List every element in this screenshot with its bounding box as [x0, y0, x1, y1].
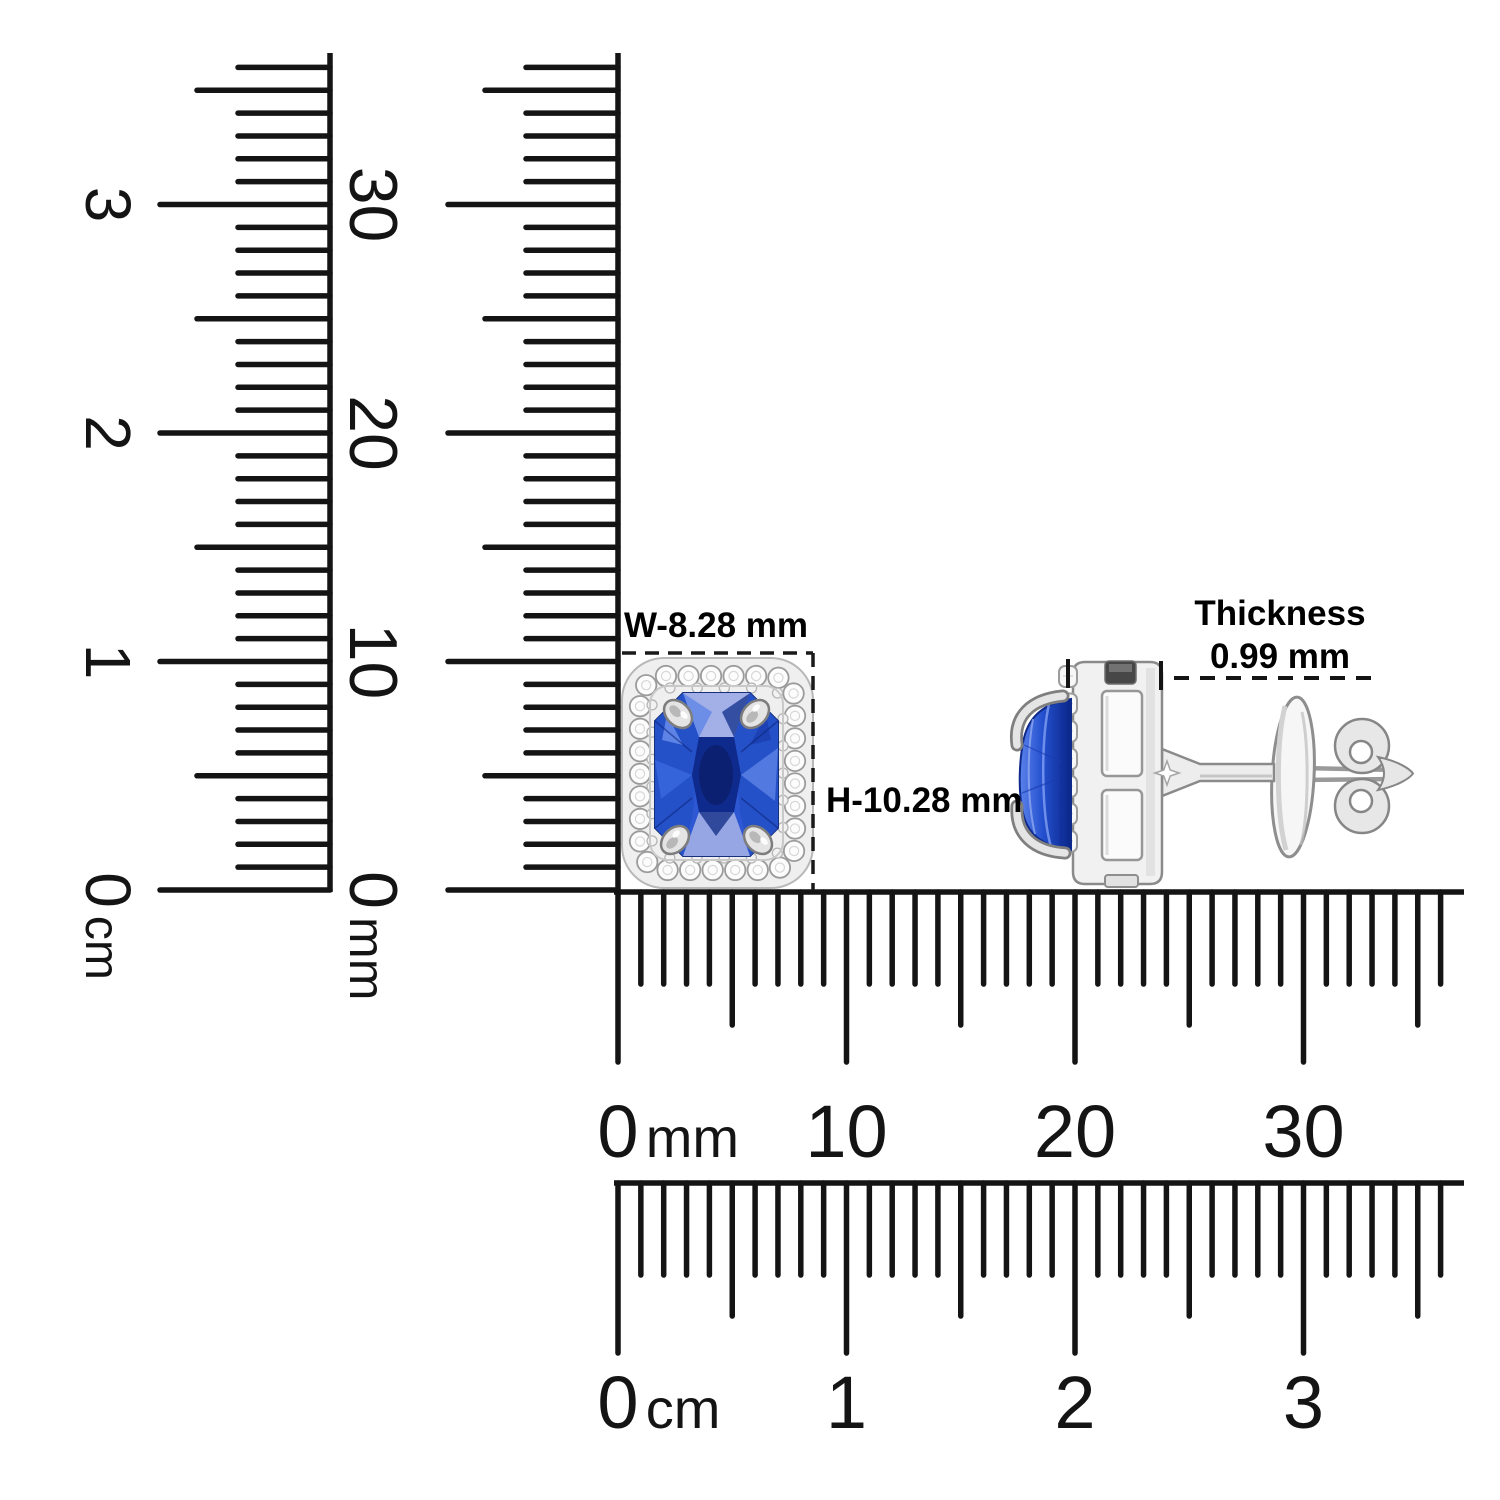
svg-text:0: 0	[72, 872, 144, 908]
svg-text:1: 1	[826, 1361, 867, 1444]
sparkle-icon	[1152, 758, 1182, 788]
vertical-cm-ruler: 0 1 2 3 cm	[72, 53, 333, 980]
svg-text:20: 20	[335, 395, 411, 471]
prong-top-left	[662, 698, 694, 730]
stone-seat	[649, 685, 784, 861]
prong-bottom-left	[659, 824, 691, 856]
center-stone	[654, 692, 779, 857]
svg-text:2: 2	[72, 415, 144, 451]
stone-facet-lines	[654, 720, 779, 829]
back-disc	[1270, 695, 1316, 859]
svg-text:20: 20	[1034, 1090, 1116, 1173]
prongs	[659, 698, 774, 856]
height-label: H-10.28 mm	[826, 781, 1022, 820]
svg-text:3: 3	[72, 187, 144, 223]
svg-text:30: 30	[335, 167, 411, 243]
svg-text:10: 10	[335, 624, 411, 700]
svg-text:1: 1	[72, 644, 144, 680]
basket-cutout-lower	[1100, 788, 1144, 862]
horizontal-cm-ruler: 0 1 2 3 cm	[597, 1180, 1464, 1444]
halo-diamonds	[628, 664, 807, 882]
side-earring-view	[1009, 660, 1415, 888]
svg-text:cm: cm	[75, 916, 128, 980]
side-stone	[1018, 697, 1072, 852]
thickness-value: 0.99 mm	[1210, 637, 1350, 676]
svg-text:mm: mm	[646, 1106, 739, 1169]
setting-bottom-tab	[1104, 874, 1139, 888]
svg-text:cm: cm	[646, 1377, 721, 1440]
horizontal-mm-ruler: 0 10 20 30 mm	[597, 889, 1464, 1173]
svg-text:10: 10	[805, 1090, 887, 1173]
prong-top-right	[739, 698, 771, 730]
butterfly-back	[1299, 717, 1415, 835]
svg-text:3: 3	[1283, 1361, 1324, 1444]
svg-text:0: 0	[597, 1090, 638, 1173]
thickness-title: Thickness	[1194, 594, 1365, 633]
vertical-mm-ruler: 0 10 20 30 mm	[335, 53, 621, 1000]
svg-text:0: 0	[597, 1361, 638, 1444]
basket-cutout-upper	[1100, 689, 1144, 778]
side-prongs	[1009, 689, 1072, 860]
svg-text:0: 0	[335, 871, 411, 909]
front-earring-view	[621, 657, 814, 889]
svg-text:2: 2	[1054, 1361, 1095, 1444]
stone-facet-flashes	[655, 693, 778, 836]
width-label: W-8.28 mm	[624, 606, 808, 645]
svg-text:30: 30	[1262, 1090, 1344, 1173]
side-setting	[1058, 660, 1182, 888]
svg-text:mm: mm	[339, 917, 395, 1000]
thickness-measure-guide	[1066, 659, 1372, 690]
